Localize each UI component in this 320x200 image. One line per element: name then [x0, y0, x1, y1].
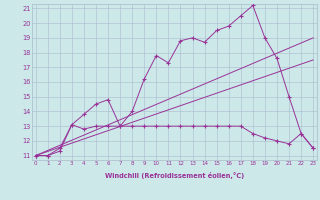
X-axis label: Windchill (Refroidissement éolien,°C): Windchill (Refroidissement éolien,°C) — [105, 172, 244, 179]
